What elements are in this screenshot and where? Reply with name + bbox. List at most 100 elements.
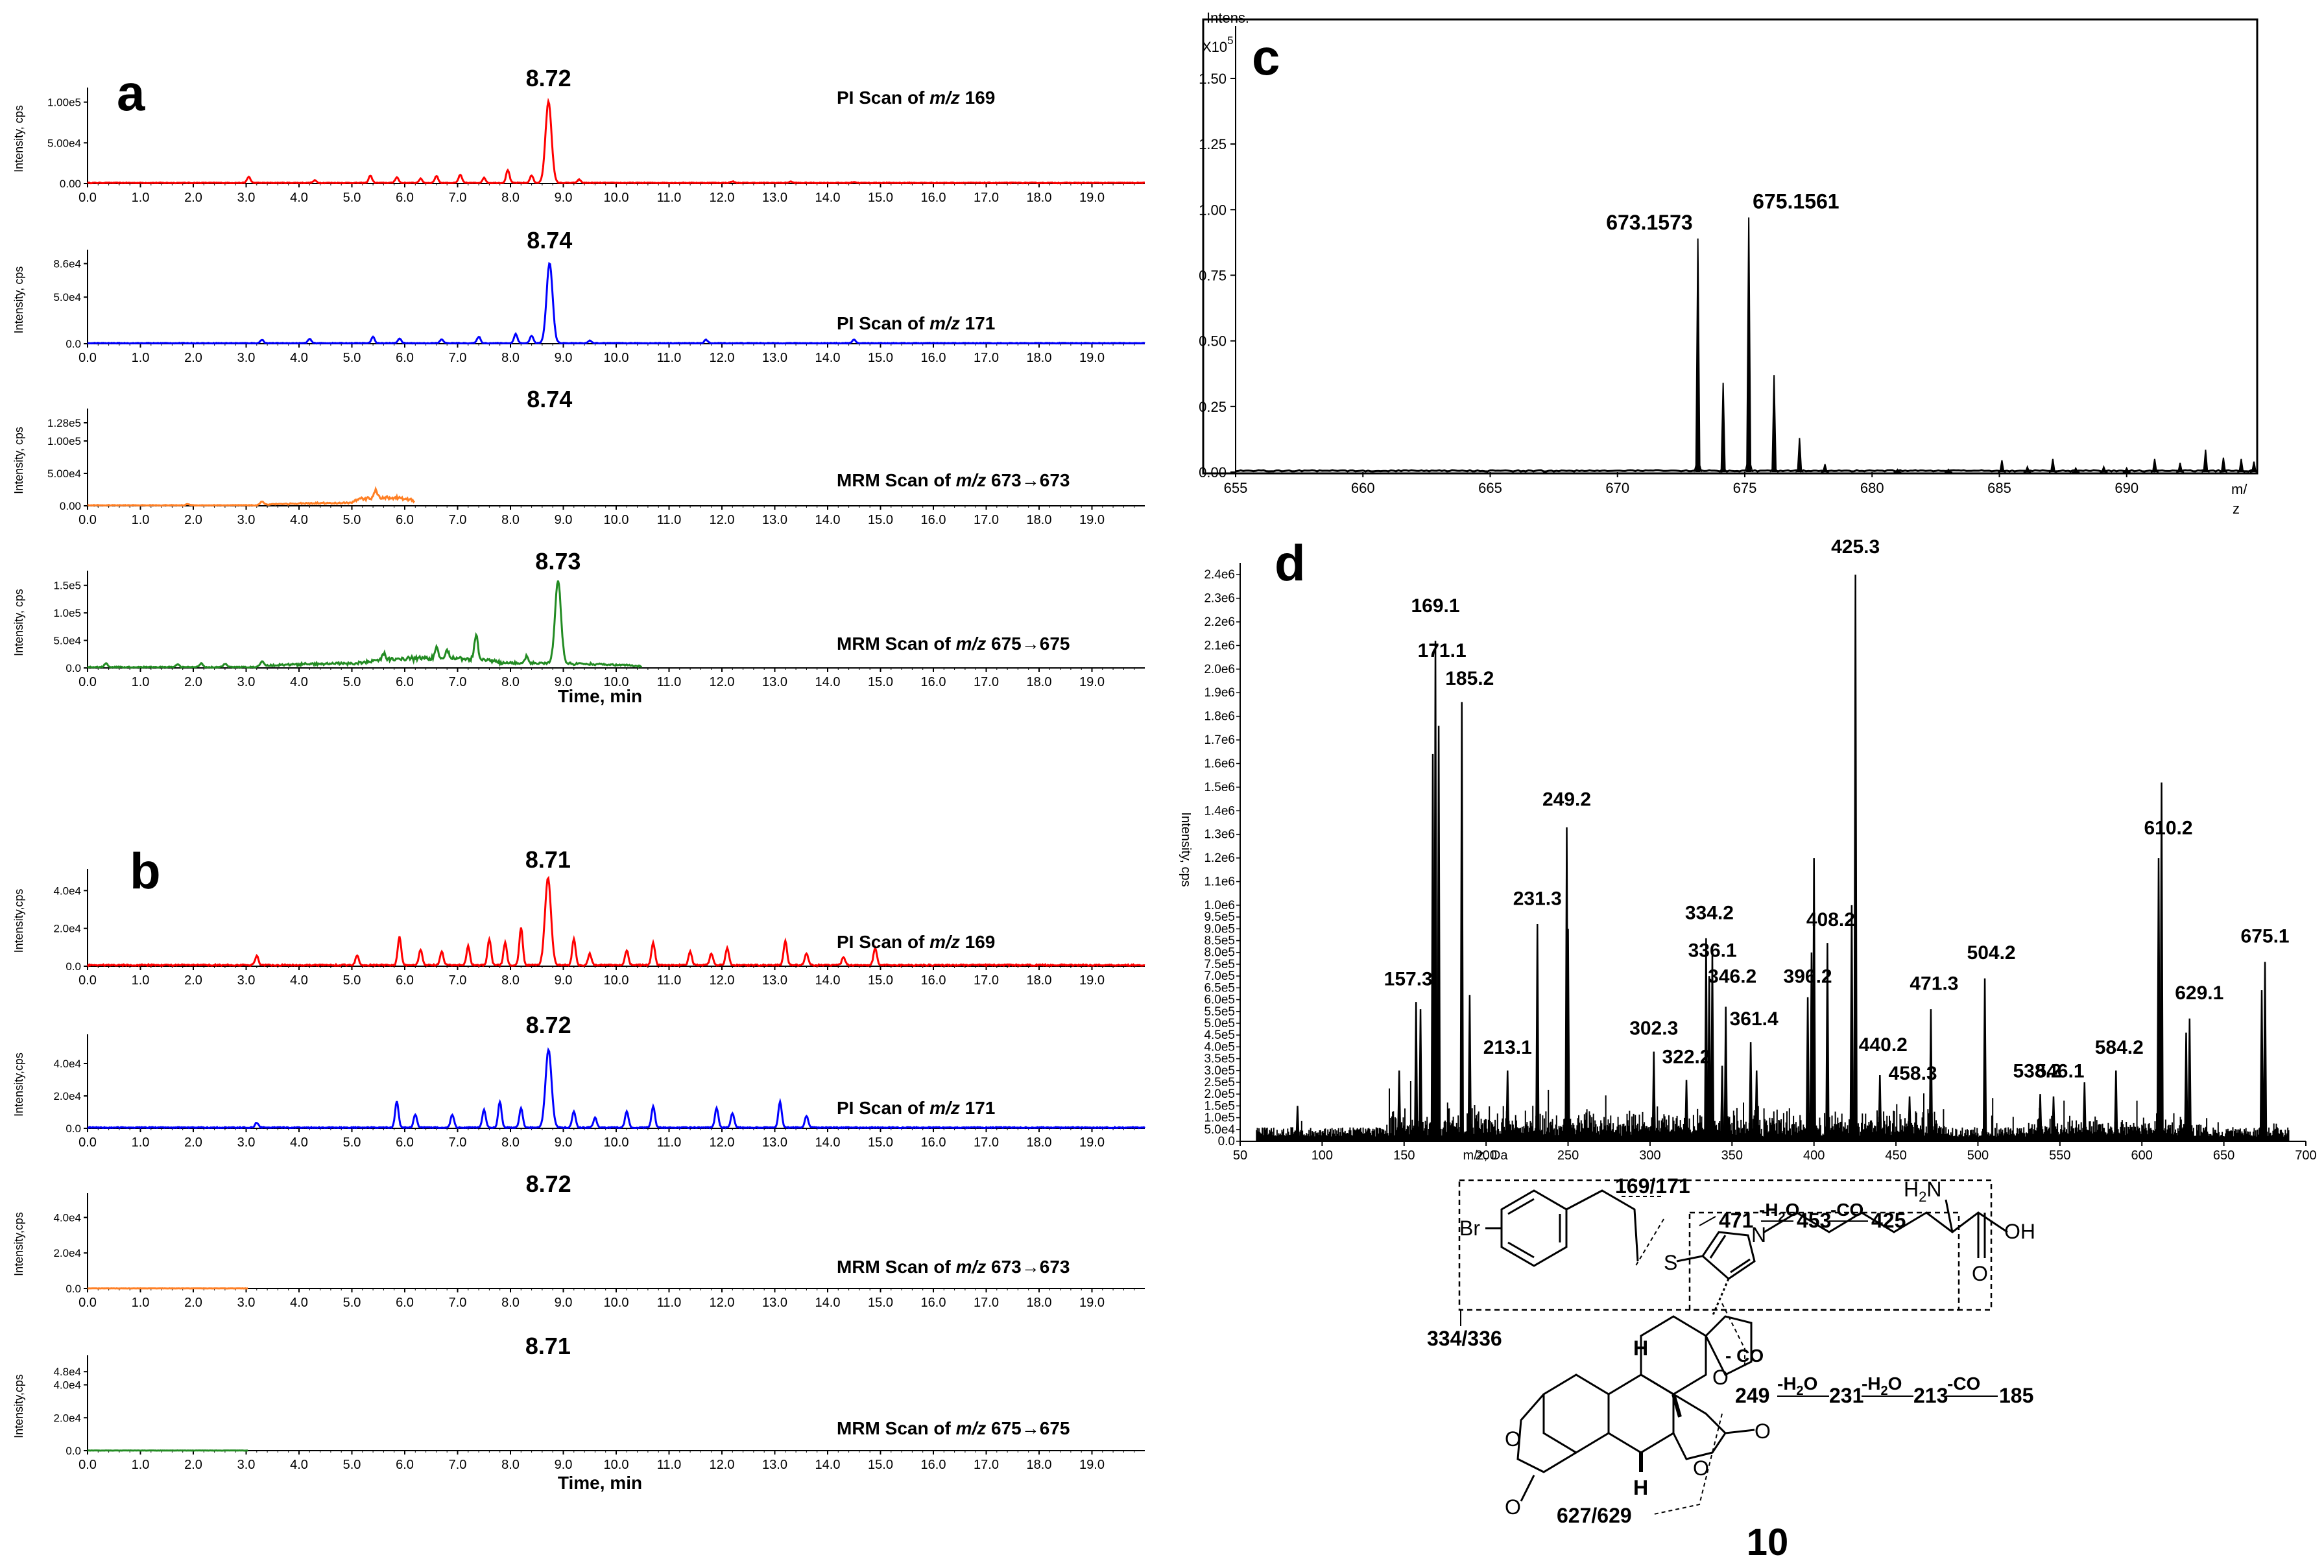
ch2-bond [1566, 1189, 1639, 1262]
scan-title-prefix: MRM Scan of [837, 1418, 956, 1438]
chromatogram-b2: 0.0 1.0 2.0 3.0 4.0 5.0 6.0 7.0 8.0 9.0 10.0 11.0 12… [12, 1012, 1145, 1150]
d-x-tick-label: 500 [1967, 1148, 1989, 1163]
scan-title-mz: m/z [956, 1257, 987, 1277]
d-y-tick-label: 1.0e5 [1204, 1111, 1235, 1125]
amine-sub: 2 [1919, 1189, 1926, 1205]
x-tick-label-a4: 12.0 [710, 675, 735, 689]
y-tick-label-a3: 0.00 [60, 500, 81, 512]
d-y-tick-label: 3.0e5 [1204, 1064, 1235, 1078]
x-tick-label-b4: 16.0 [921, 1458, 946, 1472]
d-y-tick-label: 2.0e5 [1204, 1087, 1235, 1101]
x-tick-label-b2: 3.0 [237, 1135, 256, 1150]
x-tick-label-a1: 11.0 [657, 191, 681, 205]
x-tick-label-b2: 17.0 [974, 1135, 999, 1150]
methyl-bond [1671, 1394, 1682, 1418]
y-axis-label-a1: Intensity, cps [12, 105, 25, 172]
x-tick-label-a2: 4.0 [290, 351, 308, 365]
d-peak-bar [1396, 1070, 1402, 1142]
d-y-tick-label: 2.3e6 [1204, 592, 1235, 606]
loss-h2o-c-h: -H [1862, 1373, 1881, 1394]
d-y-tick-label: 1.7e6 [1204, 733, 1235, 747]
pyrrole-ring [1701, 1231, 1756, 1280]
loss-h2o-b-sub: 2 [1797, 1384, 1804, 1398]
c-x-tick-label: 690 [2114, 480, 2138, 496]
y-axis-label-a3: Intensity, cps [12, 427, 25, 494]
atom-oh: OH [2004, 1220, 2035, 1243]
x-tick-label-a2: 13.0 [762, 351, 787, 365]
d-peak-label: 213.1 [1483, 1037, 1532, 1058]
x-tick-label-b4: 18.0 [1027, 1458, 1052, 1472]
x-tick-label-a2: 1.0 [132, 351, 150, 365]
d-x-tick-label: 700 [2295, 1148, 2316, 1163]
x-tick-label-b2: 18.0 [1027, 1135, 1052, 1150]
x-tick-label-a1: 15.0 [868, 191, 893, 205]
amine-h: H [1904, 1178, 1919, 1201]
x-tick-label-b1: 3.0 [237, 973, 256, 988]
x-tick-label-a3: 9.0 [555, 513, 573, 527]
x-tick-label-a2: 9.0 [555, 351, 573, 365]
peak-label-a2: 8.74 [527, 227, 572, 254]
d-peak-label: 675.1 [2241, 926, 2290, 947]
d-peak-bar [1878, 1075, 1882, 1142]
c-y-tick-label: 0.25 [1199, 399, 1227, 415]
x-tick-label-a3: 16.0 [921, 513, 946, 527]
x-tick-label-b1: 17.0 [974, 973, 999, 988]
y-axis-label-a2: Intensity, cps [12, 267, 25, 334]
d-peak-bar [1710, 952, 1715, 1142]
d-peak-bar [2114, 1070, 2118, 1142]
trace-b2 [87, 1047, 1145, 1130]
d-peak-bar [2187, 1018, 2192, 1142]
x-tick-label-b2: 0.0 [78, 1135, 97, 1150]
x-tick-label-a1: 8.0 [501, 191, 520, 205]
panel-label-d: d [1275, 534, 1306, 591]
x-tick-label-a3: 8.0 [501, 513, 520, 527]
x-tick-label-a2: 16.0 [921, 351, 946, 365]
scan-title-value: 673→673 [986, 470, 1070, 490]
frag-185: 185 [1999, 1384, 2033, 1407]
scan-title-value: 675→675 [986, 634, 1070, 654]
x-tick-label-b4: 0.0 [78, 1458, 97, 1472]
c-peak-bar [2251, 461, 2257, 473]
d-peak-bar [2259, 990, 2264, 1142]
x-tick-label-b1: 4.0 [290, 973, 308, 988]
y-tick-label-a3: 1.00e5 [47, 435, 81, 447]
x-tick-label-b2: 14.0 [815, 1135, 841, 1150]
y-tick-label-a4: 1.0e5 [53, 607, 81, 619]
d-x-tick-label: 450 [1885, 1148, 1906, 1163]
x-tick-label-b3: 8.0 [501, 1296, 520, 1310]
x-tick-label-a4: 11.0 [657, 675, 681, 689]
x-tick-label-a1: 7.0 [449, 191, 467, 205]
c-peak-label: 673.1573 [1606, 211, 1692, 234]
x-tick-label-b4: 13.0 [762, 1458, 787, 1472]
c-y-tick-label: 0.50 [1199, 333, 1227, 350]
c-peak-bar [1720, 383, 1726, 473]
x-tick-label-b3: 13.0 [762, 1296, 787, 1310]
d-y-tick-label: 2.5e5 [1204, 1076, 1235, 1089]
d-peak-bar [1982, 978, 1987, 1142]
scan-title-a4: MRM Scan of m/z 675→675 [837, 634, 1070, 654]
d-peak-bar [2082, 1082, 2087, 1142]
scan-title-b4: MRM Scan of m/z 675→675 [837, 1418, 1070, 1438]
x-tick-label-b1: 13.0 [762, 973, 787, 988]
x-tick-label-a4: 5.0 [343, 675, 361, 689]
x-tick-label-b4: 4.0 [290, 1458, 308, 1472]
x-tick-label-b1: 7.0 [449, 973, 467, 988]
y-tick-label-b1: 2.0e4 [53, 923, 81, 935]
x-tick-label-b2: 13.0 [762, 1135, 787, 1150]
loss-h2o-b: -H2O [1777, 1373, 1817, 1398]
panel-label-a: a [117, 64, 145, 121]
d-peak-label: 538.2 [2013, 1060, 2061, 1082]
mz-label-c-2: z [2233, 501, 2240, 517]
x-tick-label-b3: 18.0 [1027, 1296, 1052, 1310]
x-tick-label-b2: 6.0 [396, 1135, 414, 1150]
x-tick-label-a3: 17.0 [974, 513, 999, 527]
d-peak-label: 336.1 [1688, 940, 1737, 962]
pyrrole-double-1 [1709, 1235, 1727, 1259]
x-tick-label-b1: 18.0 [1027, 973, 1052, 988]
x-tick-label-a3: 13.0 [762, 513, 787, 527]
d-peak-label: 610.2 [2144, 817, 2192, 838]
c-peak-base [1693, 456, 1703, 473]
atom-o-carbonyl: O [1972, 1262, 1988, 1285]
mass-spectrum-d: m/z, Da Intensity, cps 0.05.0e41.0e51.5e… [1179, 536, 2317, 1163]
d-peak-label: 334.2 [1685, 902, 1734, 923]
